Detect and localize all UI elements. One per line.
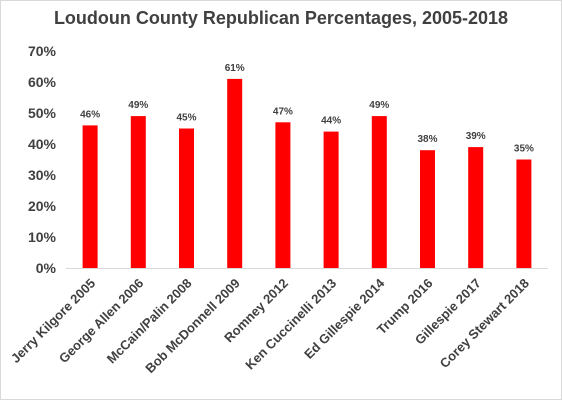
data-label: 47% (273, 106, 293, 117)
data-label: 39% (466, 131, 486, 142)
bar (371, 116, 387, 268)
x-tick-label: Jerry Kilgore 2005 (8, 276, 98, 366)
data-label: 45% (176, 113, 196, 124)
bar (468, 147, 484, 268)
y-tick-label: 40% (28, 136, 57, 152)
bar (130, 116, 146, 268)
x-tick-label: Ed Gillespie 2014 (301, 275, 388, 362)
x-tick-label: Ken Cuccinelli 2013 (242, 276, 339, 373)
data-label: 49% (369, 100, 389, 111)
y-tick-label: 20% (28, 198, 57, 214)
y-tick-label: 70% (28, 43, 57, 59)
data-label: 49% (128, 100, 148, 111)
bar (516, 159, 532, 268)
bar (227, 78, 243, 269)
x-tick-label: Bob McDonnell 2009 (142, 276, 243, 377)
x-tick-label: Corey Stewart 2018 (437, 276, 532, 371)
x-tick-label: George Allen 2006 (56, 276, 146, 366)
bar (275, 122, 291, 268)
data-label: 46% (80, 109, 100, 120)
y-tick-label: 50% (28, 105, 57, 121)
bar (82, 125, 98, 269)
data-label: 61% (225, 63, 245, 74)
y-tick-label: 0% (36, 260, 57, 276)
x-tick-label: McCain/Palin 2008 (104, 276, 195, 367)
data-label: 38% (417, 134, 437, 145)
y-tick-label: 10% (28, 229, 57, 245)
chart-title: Loudoun County Republican Percentages, 2… (53, 8, 509, 28)
y-tick-label: 60% (28, 74, 57, 90)
bar (323, 131, 339, 268)
data-label: 44% (321, 116, 341, 127)
y-tick-label: 30% (28, 167, 57, 183)
bar (179, 128, 194, 268)
bar (420, 150, 435, 268)
data-label: 35% (514, 144, 534, 155)
